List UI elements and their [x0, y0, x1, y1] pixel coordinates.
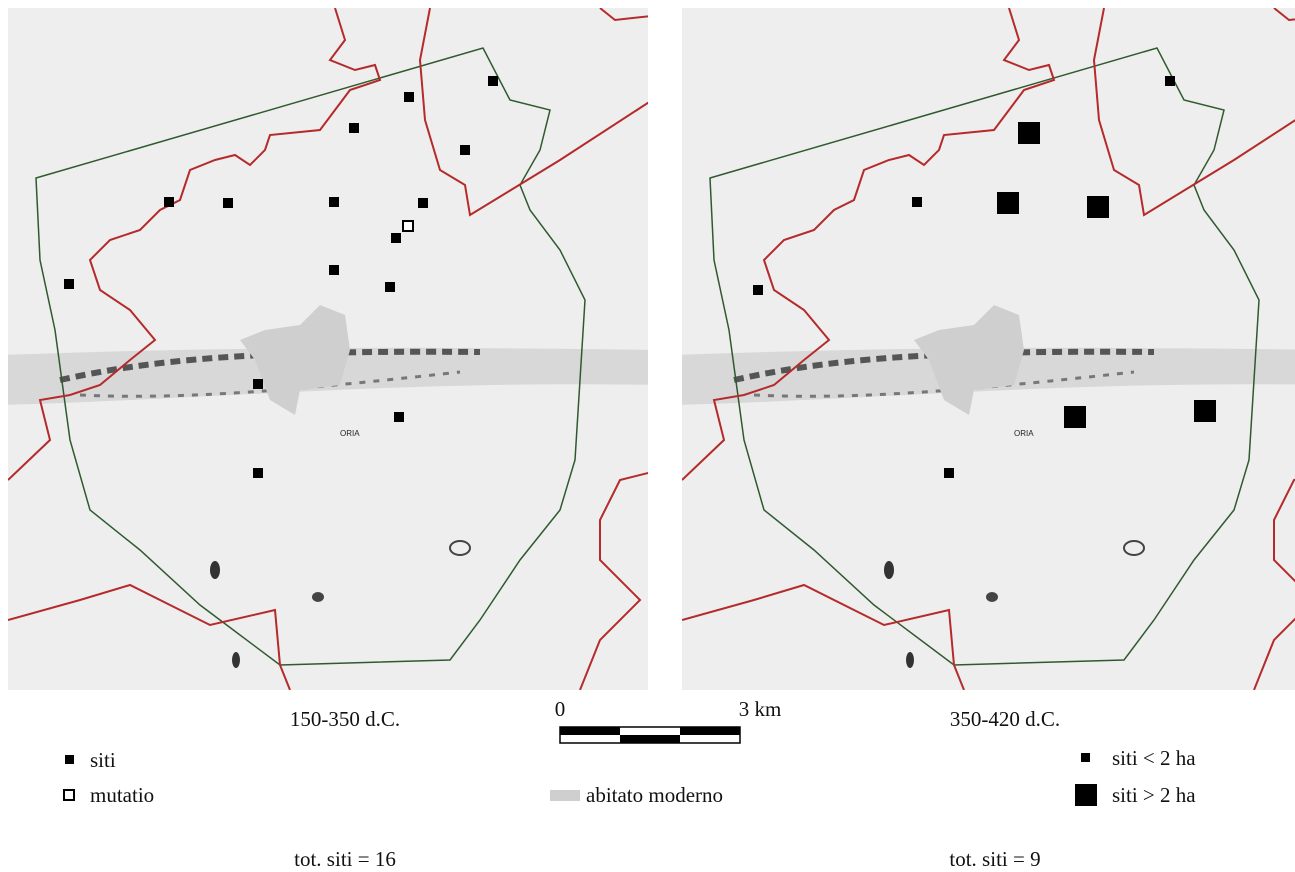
map-left: ORIA: [0, 0, 660, 700]
scale-start: 0: [555, 697, 566, 721]
legend-text: siti > 2 ha: [1112, 783, 1196, 807]
legend-symbol: [65, 755, 74, 764]
legend-text: siti < 2 ha: [1112, 746, 1196, 770]
scale-bar: 0 3 km: [555, 697, 782, 743]
legend-symbol: [550, 790, 580, 801]
period-label: 150-350 d.C.: [290, 707, 400, 731]
legend-text: mutatio: [90, 783, 154, 807]
total-label: tot. siti = 9: [949, 847, 1040, 871]
figure: ORIA ORIA 150-350 d.C. 350-420 d.C. 0 3 …: [0, 0, 1295, 872]
legend-symbol: [1075, 784, 1097, 806]
legend-text: siti: [90, 748, 116, 772]
map-right: ORIA: [674, 0, 1295, 700]
town-label: ORIA: [340, 429, 360, 438]
total-label: tot. siti = 16: [294, 847, 396, 871]
town-label: ORIA: [1014, 429, 1034, 438]
legend-text: abitato moderno: [586, 783, 723, 807]
scale-end: 3 km: [739, 697, 782, 721]
legend-symbol: [64, 790, 74, 800]
mutatio-site: [403, 221, 413, 231]
legend-symbol: [1081, 753, 1090, 762]
period-label: 350-420 d.C.: [950, 707, 1060, 731]
